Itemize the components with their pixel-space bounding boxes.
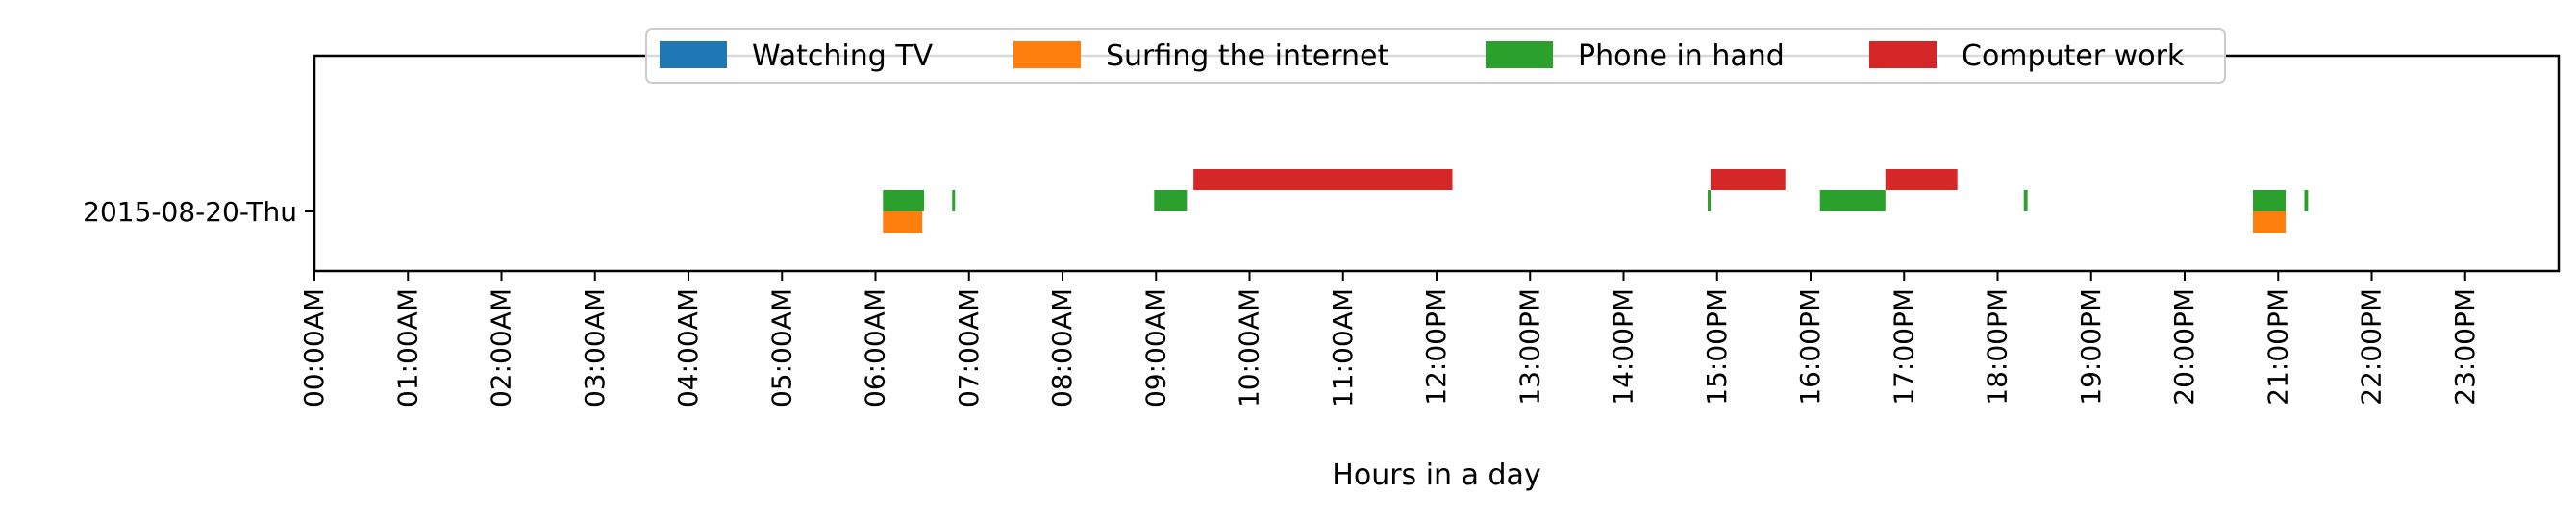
x-tick-label: 14:00PM bbox=[1608, 288, 1639, 406]
bar-computer-work bbox=[1193, 169, 1453, 190]
x-tick-label: 23:00PM bbox=[2449, 288, 2481, 406]
legend-label: Computer work bbox=[1962, 39, 2185, 73]
bar-phone-in-hand bbox=[2023, 190, 2028, 211]
legend-swatch bbox=[1013, 41, 1081, 68]
x-tick-label: 02:00AM bbox=[486, 288, 517, 408]
legend: Watching TV Surfing the internet Phone in … bbox=[645, 28, 2226, 84]
bar-phone-in-hand bbox=[952, 190, 956, 211]
bar-phone-in-hand bbox=[883, 190, 925, 211]
x-tick-label: 05:00AM bbox=[765, 288, 797, 408]
y-axis: 2015-08-20-Thu bbox=[83, 196, 314, 228]
x-tick-label: 11:00AM bbox=[1327, 288, 1359, 408]
bar-phone-in-hand bbox=[1819, 190, 1886, 211]
x-tick-label: 15:00PM bbox=[1701, 288, 1733, 406]
bar-computer-work bbox=[1885, 169, 1958, 190]
legend-label: Watching TV bbox=[752, 39, 934, 73]
x-axis: 00:00AM 01:00AM 02:00AM 03:00AM 04:00AM 05:00… bbox=[298, 271, 2481, 408]
x-tick-label: 18:00PM bbox=[1982, 288, 2013, 406]
legend-label: Phone in hand bbox=[1578, 39, 1785, 73]
legend-swatch bbox=[1486, 41, 1553, 68]
x-tick-label: 12:00PM bbox=[1420, 288, 1452, 406]
x-tick-label: 01:00AM bbox=[391, 288, 423, 408]
bar-phone-in-hand bbox=[2304, 190, 2309, 211]
x-axis-label: Hours in a day bbox=[1332, 458, 1540, 492]
legend-label: Surfing the internet bbox=[1106, 39, 1388, 73]
y-tick-label: 2015-08-20-Thu bbox=[83, 196, 297, 228]
x-tick-label: 10:00AM bbox=[1234, 288, 1265, 408]
x-tick-label: 04:00AM bbox=[672, 288, 704, 408]
plot-frame bbox=[313, 54, 2561, 273]
x-tick-label: 06:00AM bbox=[860, 288, 891, 408]
x-tick-label: 19:00PM bbox=[2075, 288, 2107, 406]
bar-computer-work bbox=[1710, 169, 1786, 190]
bar-phone-in-hand bbox=[2252, 190, 2287, 211]
x-tick-label: 17:00PM bbox=[1888, 288, 1919, 406]
bars-layer bbox=[883, 169, 2309, 233]
legend-swatch bbox=[660, 41, 727, 68]
x-tick-label: 03:00AM bbox=[579, 288, 611, 408]
x-tick-label: 22:00PM bbox=[2356, 288, 2388, 406]
bar-phone-in-hand bbox=[1154, 190, 1188, 211]
x-tick-label: 00:00AM bbox=[298, 288, 330, 408]
x-tick-label: 13:00PM bbox=[1513, 288, 1545, 406]
x-tick-label: 09:00AM bbox=[1139, 288, 1171, 408]
x-tick-label: 21:00PM bbox=[2262, 288, 2293, 406]
bar-phone-in-hand bbox=[1708, 190, 1712, 211]
bar-surfing-the-internet bbox=[883, 211, 923, 233]
legend-swatch bbox=[1869, 41, 1937, 68]
bar-surfing-the-internet bbox=[2252, 211, 2287, 233]
x-tick-label: 20:00PM bbox=[2168, 288, 2200, 406]
x-tick-label: 16:00PM bbox=[1794, 288, 1826, 406]
x-tick-label: 08:00AM bbox=[1046, 288, 1078, 408]
x-tick-label: 07:00AM bbox=[953, 288, 985, 408]
